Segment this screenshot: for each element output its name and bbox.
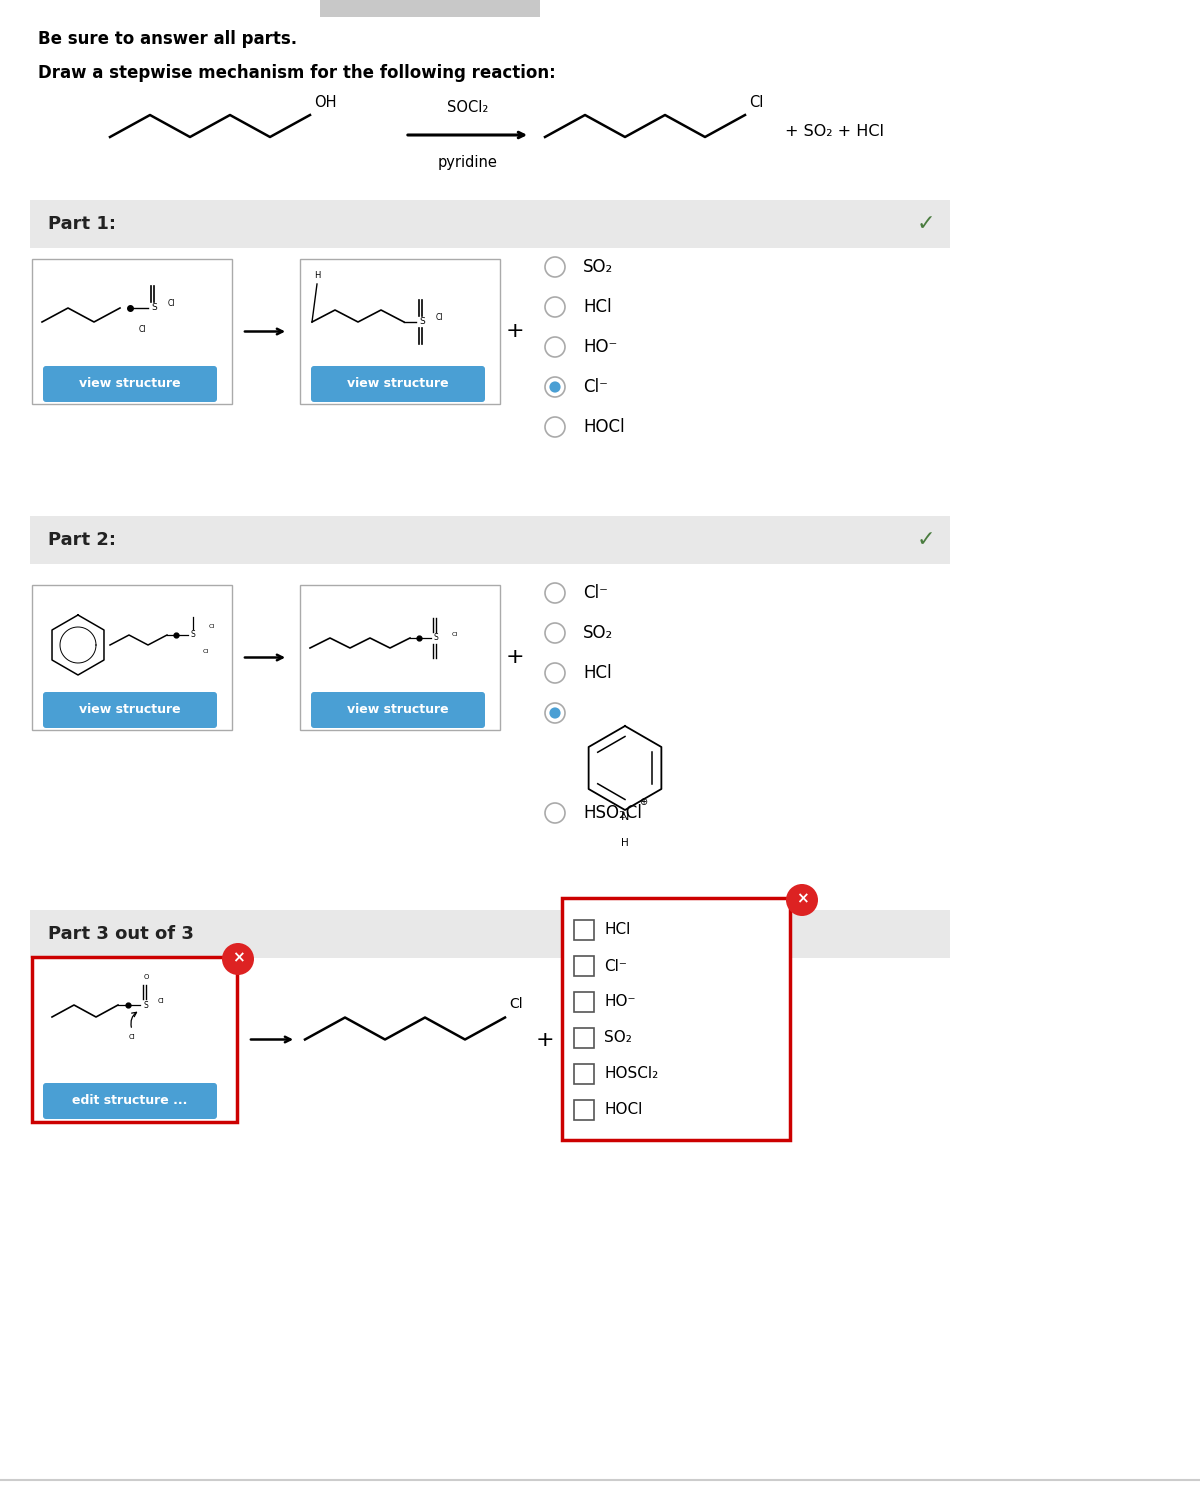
Text: Part 2:: Part 2: [48,532,116,550]
FancyBboxPatch shape [562,898,790,1140]
Text: +: + [505,647,524,667]
Circle shape [545,804,565,823]
Text: HOCl: HOCl [604,1102,642,1117]
Text: S: S [433,634,438,643]
Text: Cl: Cl [509,997,523,1011]
FancyBboxPatch shape [30,910,950,958]
Text: SO₂: SO₂ [604,1030,632,1045]
Text: ✓: ✓ [917,530,935,550]
Circle shape [545,418,565,437]
Circle shape [545,297,565,317]
Text: SO₂: SO₂ [583,623,613,641]
Bar [574,1099,594,1120]
Text: edit structure ...: edit structure ... [72,1095,187,1107]
Text: ⊕: ⊕ [640,798,647,807]
Text: view structure: view structure [347,703,449,716]
Text: Cl: Cl [452,631,458,637]
Circle shape [545,377,565,397]
Circle shape [545,257,565,276]
Text: Cl⁻: Cl⁻ [583,584,608,602]
FancyBboxPatch shape [43,692,217,728]
Circle shape [545,583,565,602]
FancyBboxPatch shape [30,517,950,563]
Text: view structure: view structure [347,377,449,391]
Text: view structure: view structure [79,703,181,716]
Text: Cl⁻: Cl⁻ [583,379,608,397]
Text: S: S [191,631,196,640]
Text: HO⁻: HO⁻ [604,994,636,1009]
Text: ×: × [232,951,245,966]
Text: HCl: HCl [583,297,612,315]
Text: +: + [535,1029,554,1050]
Text: ✓: ✓ [917,213,935,234]
Circle shape [786,885,818,916]
Text: Cl: Cl [128,1033,136,1039]
FancyBboxPatch shape [311,366,485,403]
FancyBboxPatch shape [320,0,540,17]
Text: Cl: Cl [749,95,763,110]
Text: Draw a stepwise mechanism for the following reaction:: Draw a stepwise mechanism for the follow… [38,65,556,83]
FancyBboxPatch shape [32,258,232,404]
Circle shape [222,943,254,975]
FancyBboxPatch shape [311,692,485,728]
Bar [574,955,594,976]
Text: ×: × [796,892,809,907]
Text: Cl: Cl [203,649,209,655]
Bar [574,1027,594,1048]
Text: SO₂: SO₂ [583,258,613,276]
Text: Be sure to answer all parts.: Be sure to answer all parts. [38,30,298,48]
Text: Part 3 out of 3: Part 3 out of 3 [48,925,194,943]
Bar [574,1063,594,1084]
Text: OH: OH [314,95,336,110]
Text: HCl: HCl [583,664,612,682]
Bar [574,921,594,940]
Text: HOCl: HOCl [583,418,625,436]
Text: Cl: Cl [168,299,175,308]
Circle shape [545,703,565,722]
Circle shape [550,382,560,392]
Bar [574,991,594,1012]
Text: Cl: Cl [436,314,444,323]
Text: view structure: view structure [79,377,181,391]
Text: HCl: HCl [604,922,630,937]
FancyBboxPatch shape [300,258,500,404]
FancyBboxPatch shape [300,584,500,730]
Circle shape [545,623,565,643]
Text: pyridine: pyridine [438,155,498,170]
Text: Cl: Cl [138,326,145,335]
Text: Cl: Cl [209,625,215,629]
Text: H: H [314,270,320,279]
Text: O: O [143,973,149,979]
Circle shape [545,336,565,357]
Circle shape [550,707,560,718]
Text: H: H [622,838,629,849]
Text: S: S [419,317,425,326]
FancyBboxPatch shape [30,200,950,248]
Circle shape [545,662,565,683]
FancyArrowPatch shape [131,1012,137,1027]
Text: Cl⁻: Cl⁻ [604,958,626,973]
Text: Part 1:: Part 1: [48,215,116,233]
Text: N: N [620,813,629,822]
Text: S: S [144,1000,149,1009]
Text: Cl: Cl [158,997,164,1003]
Text: + SO₂ + HCl: + SO₂ + HCl [785,125,884,140]
Text: SOCl₂: SOCl₂ [446,101,488,116]
FancyBboxPatch shape [32,957,236,1122]
Text: S: S [151,303,157,312]
Text: HOSCl₂: HOSCl₂ [604,1066,659,1081]
Text: HSO₂Cl: HSO₂Cl [583,804,642,822]
FancyBboxPatch shape [32,584,232,730]
Text: +: + [505,321,524,341]
FancyBboxPatch shape [43,1083,217,1119]
Text: HO⁻: HO⁻ [583,338,617,356]
FancyBboxPatch shape [43,366,217,403]
